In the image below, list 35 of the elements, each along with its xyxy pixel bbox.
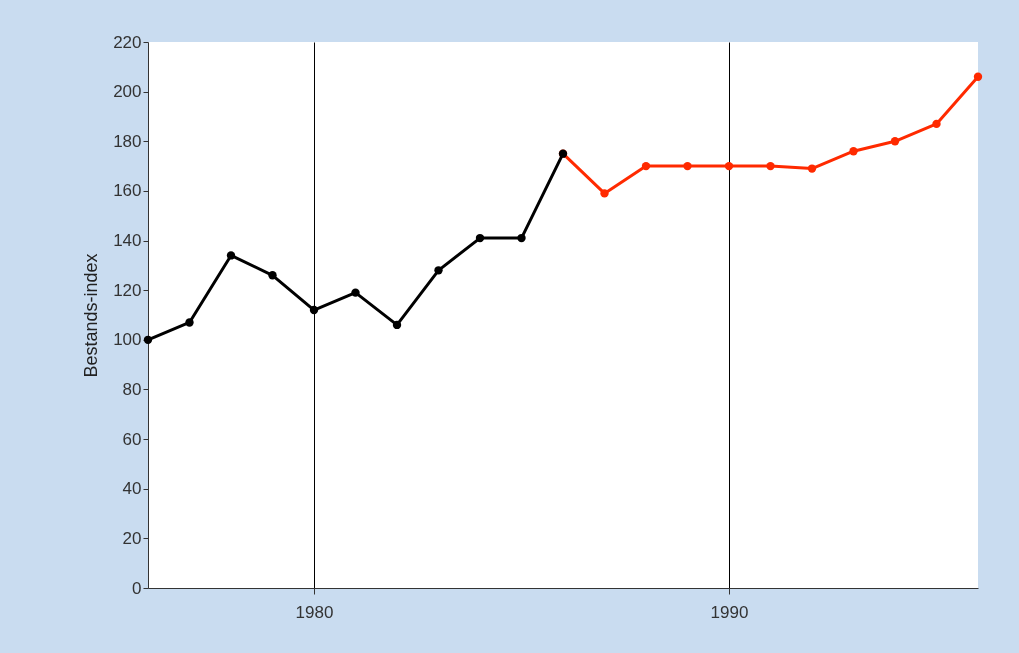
y-tick-label: 220 bbox=[113, 32, 142, 52]
y-tick-label: 0 bbox=[132, 578, 142, 598]
x-tick-label: 1980 bbox=[295, 602, 334, 622]
y-tick-label: 180 bbox=[113, 131, 142, 151]
point bbox=[309, 305, 319, 315]
point bbox=[351, 288, 360, 297]
y-tick-label: 40 bbox=[122, 479, 142, 499]
point bbox=[932, 119, 941, 129]
point bbox=[849, 147, 858, 156]
point bbox=[973, 72, 983, 81]
point bbox=[226, 251, 236, 260]
point bbox=[392, 320, 402, 330]
point bbox=[517, 233, 526, 243]
y-tick-label: 20 bbox=[122, 528, 142, 548]
y-tick-label: 100 bbox=[113, 330, 142, 350]
point bbox=[641, 161, 651, 171]
point bbox=[143, 335, 153, 344]
y-tick-label: 60 bbox=[122, 429, 142, 449]
y-tick-label: 140 bbox=[113, 231, 142, 251]
point bbox=[724, 161, 734, 171]
point bbox=[475, 233, 485, 243]
point bbox=[600, 189, 609, 198]
x-tick-label: 1990 bbox=[710, 602, 749, 622]
point bbox=[683, 161, 692, 171]
point bbox=[434, 266, 443, 275]
y-tick-label: 160 bbox=[113, 181, 142, 201]
point bbox=[807, 164, 817, 173]
point bbox=[766, 161, 775, 171]
point bbox=[268, 271, 277, 280]
y-tick-label: 80 bbox=[122, 379, 142, 399]
point bbox=[185, 318, 194, 327]
y-tick-label: 120 bbox=[113, 280, 142, 300]
point bbox=[890, 137, 900, 146]
y-tick-label: 200 bbox=[113, 82, 142, 102]
y-axis-title: Bestands-index bbox=[81, 253, 102, 378]
